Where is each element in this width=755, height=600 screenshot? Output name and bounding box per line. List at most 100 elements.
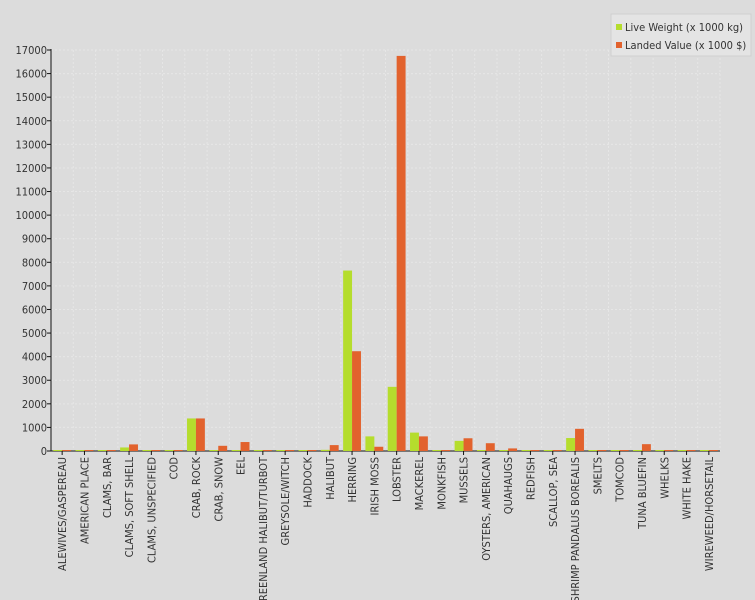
bar-landed-value	[418, 436, 428, 451]
bar-live-weight	[120, 447, 130, 451]
y-tick-label: 11000	[16, 186, 47, 199]
bar-landed-value	[552, 450, 562, 451]
x-tick-label: TOMCOD	[614, 457, 627, 503]
x-tick-label: GREYSOLE/WITCH	[279, 457, 292, 545]
bar-landed-value	[173, 450, 183, 451]
x-tick-label: CLAMS, SOFT SHELL	[123, 457, 136, 558]
bar-live-weight	[432, 450, 442, 451]
bar-live-weight	[231, 450, 241, 451]
x-tick-label: SHRIMP PANDALUS BOREALIS	[569, 457, 582, 600]
bar-landed-value	[485, 443, 495, 451]
bar-live-weight	[699, 450, 709, 451]
x-tick-label: QUAHAUGS	[502, 457, 515, 514]
bar-landed-value	[597, 450, 607, 451]
bars	[53, 55, 718, 451]
bar-live-weight	[187, 418, 196, 451]
x-axis-tick-labels: ALEWIVES/GASPEREAU AMERICAN PLACE CLAMS, B…	[56, 456, 716, 600]
legend-box	[610, 13, 752, 57]
x-tick-label: TUNA BLUEFIN	[636, 457, 649, 530]
y-tick-label: 5000	[22, 327, 47, 340]
bar-live-weight	[365, 436, 375, 451]
y-tick-label: 16000	[16, 68, 47, 81]
bar-live-weight	[476, 450, 486, 451]
bar-landed-value	[575, 428, 584, 451]
bar-landed-value	[240, 442, 250, 451]
bar-live-weight	[253, 450, 263, 451]
bar-live-weight	[298, 450, 308, 451]
legend-label-live-weight: Live Weight (x 1000 kg)	[625, 21, 743, 34]
grid-lines	[50, 49, 721, 452]
x-tick-label: WIREWEED/HORSETAIL	[703, 457, 716, 572]
y-tick-label: 14000	[16, 115, 47, 128]
x-tick-label: HERRING	[346, 457, 359, 502]
x-tick-label: HALIBUT	[324, 456, 337, 500]
x-tick-label: WHITE HAKE	[681, 457, 694, 520]
bar-live-weight	[53, 450, 63, 451]
legend-swatch-landed-value	[616, 42, 622, 48]
x-tick-label: EEL	[235, 457, 248, 476]
bar-live-weight	[387, 386, 397, 451]
bar-landed-value	[374, 446, 384, 451]
x-tick-label: LOBSTER	[391, 457, 404, 502]
x-tick-label: OYSTERS, AMERICAN	[480, 457, 493, 561]
bar-landed-value	[508, 448, 518, 451]
bar-landed-value	[463, 438, 473, 451]
x-tick-label: MONKFISH	[435, 457, 448, 510]
bar-landed-value	[151, 450, 161, 451]
bar-live-weight	[320, 449, 330, 451]
legend-label-landed-value: Landed Value (x 1000 $)	[625, 39, 746, 52]
bar-live-weight	[566, 438, 576, 451]
bar-live-weight	[209, 450, 219, 451]
bar-live-weight	[633, 450, 642, 451]
x-tick-label: MUSSELS	[458, 457, 471, 503]
bar-live-weight	[588, 450, 598, 451]
bar-live-weight	[75, 450, 85, 451]
bar-landed-value	[641, 444, 651, 451]
y-tick-label: 7000	[22, 280, 47, 293]
bar-landed-value	[530, 450, 540, 451]
x-tick-label: CLAMS, BAR	[101, 457, 114, 518]
x-tick-label: MACKEREL	[413, 457, 426, 511]
bar-landed-value	[352, 351, 361, 451]
bar-live-weight	[164, 450, 174, 451]
legend-swatch-live-weight	[616, 24, 622, 30]
axes	[47, 49, 720, 455]
x-tick-label: IRISH MOSS	[368, 457, 381, 515]
y-tick-label: 12000	[16, 162, 47, 175]
y-tick-label: 15000	[16, 91, 47, 104]
x-tick-label: ALEWIVES/GASPEREAU	[56, 457, 69, 571]
bar-live-weight	[677, 450, 687, 451]
y-tick-label: 2000	[22, 398, 47, 411]
bar-landed-value	[62, 450, 72, 451]
bar-landed-value	[619, 450, 629, 451]
bar-landed-value	[106, 450, 116, 451]
y-axis-tick-labels: 0 1000 2000 3000 4000 5000 6000 7000 8000 9000 100…	[16, 44, 47, 458]
bar-landed-value	[664, 450, 674, 451]
x-tick-label: CRAB, ROCK	[190, 456, 203, 518]
bar-landed-value	[262, 450, 272, 451]
x-tick-label: REDFISH	[524, 457, 537, 500]
y-tick-label: 17000	[16, 44, 47, 57]
x-tick-label: CLAMS, UNSPECIFIED	[145, 457, 158, 563]
bar-live-weight	[343, 270, 353, 451]
bar-landed-value	[329, 445, 339, 451]
bar-landed-value	[441, 450, 451, 451]
x-tick-label: WHELKS	[658, 457, 671, 499]
y-tick-label: 0	[41, 445, 47, 458]
bar-live-weight	[655, 450, 665, 451]
bar-live-weight	[142, 450, 152, 451]
y-tick-label: 3000	[22, 374, 47, 387]
y-tick-label: 1000	[22, 421, 47, 434]
bar-live-weight	[521, 450, 531, 451]
x-tick-label: AMERICAN PLACE	[78, 457, 91, 544]
bar-live-weight	[543, 450, 553, 451]
bar-landed-value	[708, 450, 718, 451]
x-tick-label: COD	[168, 457, 181, 480]
bar-live-weight	[97, 450, 107, 451]
legend: Live Weight (x 1000 kg) Landed Value (x …	[610, 13, 752, 57]
bar-landed-value	[195, 418, 205, 451]
y-tick-label: 4000	[22, 351, 47, 364]
bar-landed-value	[396, 55, 406, 451]
bar-live-weight	[454, 440, 464, 451]
